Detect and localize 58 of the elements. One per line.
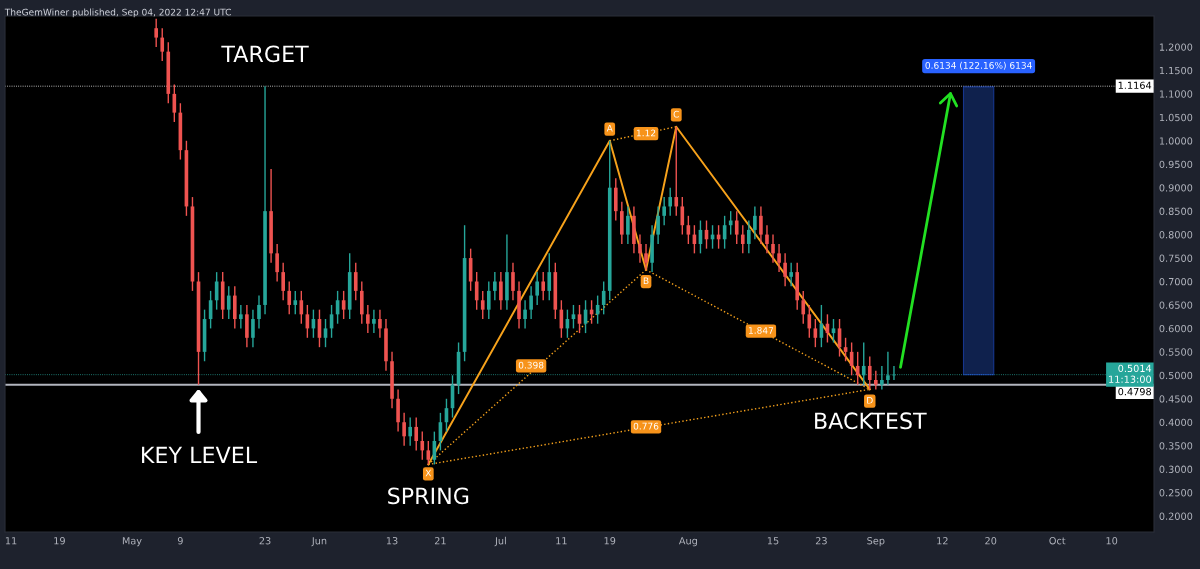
y-tick-label: 0.6000 (1159, 324, 1193, 333)
y-tick-label: 0.8000 (1159, 231, 1193, 239)
x-tick-label: 19 (604, 537, 616, 545)
x-tick-label: 11 (556, 537, 567, 545)
y-tick-label: 0.2500 (1159, 489, 1193, 497)
annotation: KEY LEVEL (142, 446, 258, 464)
annotation: TARGET (221, 45, 309, 63)
annotation: 1.847 (748, 327, 774, 334)
x-tick-label: Jun (311, 537, 327, 547)
y-tick-label: 0.2000 (1159, 512, 1193, 520)
x-tick-label: 23 (815, 537, 827, 545)
y-tick-label: 1.0000 (1159, 137, 1193, 145)
x-tick-label: May (122, 537, 142, 547)
x-tick-label: 10 (1106, 537, 1118, 545)
y-tick-label: 0.9500 (1159, 160, 1193, 169)
x-tick-label: 23 (259, 537, 271, 545)
x-tick-label: 19 (54, 537, 65, 545)
y-tick-label: 0.7500 (1159, 254, 1193, 262)
annotation: SPRING (388, 487, 469, 505)
x-tick-label: 12 (937, 537, 948, 545)
annotation: C (673, 110, 679, 118)
data-label: 0.6134 (122.16%) 6134 (925, 61, 1032, 70)
y-tick-label: 0.8500 (1159, 207, 1193, 215)
annotation: D (867, 397, 873, 404)
y-tick-label: 0.3500 (1159, 442, 1193, 450)
x-tick-label: 9 (177, 537, 183, 545)
annotation: 0.776 (633, 422, 659, 430)
ref-line-label: 0.5014 11:13:00 (1109, 364, 1152, 383)
y-tick-label: 0.4000 (1159, 418, 1193, 427)
annotation: B (643, 277, 649, 284)
ref-line-label: 0.4798 (1118, 387, 1152, 396)
y-tick-label: 0.6500 (1159, 301, 1193, 309)
y-tick-label: 0.5000 (1159, 371, 1193, 380)
y-tick-label: 1.1500 (1159, 66, 1193, 75)
x-tick-label: 20 (985, 537, 997, 545)
annotation: 0.398 (518, 361, 544, 369)
y-tick-label: 0.9000 (1159, 184, 1193, 192)
chart-title: TheGemWiner published, Sep 04, 2022 12:47 UTC (4, 8, 231, 18)
x-tick-label: 11 (5, 537, 17, 545)
x-tick-label: 21 (434, 537, 446, 545)
annotation: X (425, 469, 432, 477)
y-tick-label: 1.2000 (1159, 43, 1193, 51)
x-tick-label: Oct (1049, 537, 1066, 545)
ref-line-label: 1.1164 (1118, 81, 1152, 89)
x-tick-label: 13 (386, 537, 398, 545)
x-tick-label: 15 (767, 537, 779, 545)
x-tick-label: Aug (678, 537, 697, 547)
y-tick-label: 0.7000 (1159, 277, 1193, 286)
x-tick-label: Jul (494, 536, 506, 547)
annotation: BACKTEST (815, 412, 927, 430)
y-tick-label: 0.3000 (1159, 465, 1193, 473)
y-tick-label: 0.4500 (1159, 395, 1193, 403)
x-tick-label: Sep (867, 537, 885, 547)
y-tick-label: 1.0500 (1159, 113, 1193, 122)
annotation: 1.12 (636, 129, 656, 137)
annotation: A (606, 124, 613, 132)
y-tick-label: 1.1000 (1159, 90, 1193, 98)
y-tick-label: 0.5500 (1159, 348, 1193, 356)
